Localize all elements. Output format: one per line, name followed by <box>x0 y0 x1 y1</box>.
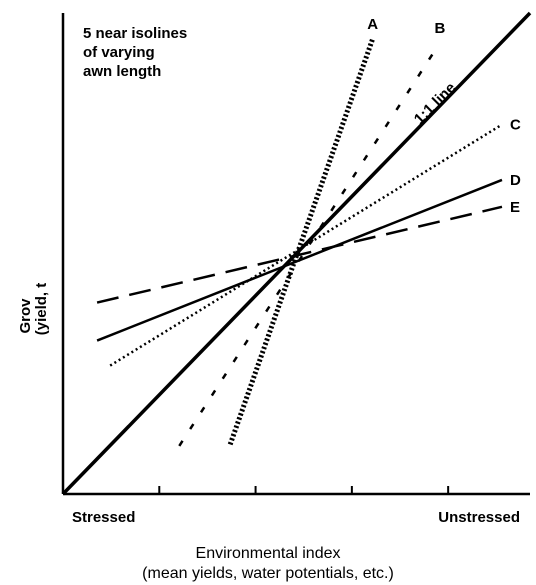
x-axis-title-line-2: (mean yields, water potentials, etc.) <box>142 565 394 582</box>
x-tick-label-unstressed: Unstressed <box>438 509 520 526</box>
reference-line-label: 1:1 line <box>411 79 460 128</box>
x-axis-title-line-1: Environmental index <box>196 545 341 562</box>
y-axis-title-line-2: (yield, t <box>33 283 50 336</box>
series-label-b: B <box>434 20 445 37</box>
series-line-c <box>109 123 503 367</box>
series-label-a: A <box>367 16 378 33</box>
y-axis-title-line-1: Grov <box>17 298 34 334</box>
annotation-line-2: of varying <box>83 44 155 61</box>
series-label-d: D <box>510 172 521 189</box>
x-tick-label-stressed: Stressed <box>72 509 135 526</box>
series-line-b <box>178 42 441 447</box>
series-line-e <box>96 205 503 304</box>
series-lines <box>61 11 532 496</box>
reference-line-1-1 <box>61 11 532 496</box>
series-labels: A B C DE <box>367 16 521 216</box>
annotation-line-3: awn length <box>83 63 161 80</box>
series-line-d <box>96 178 503 342</box>
series-line-a <box>227 38 375 446</box>
axes <box>61 13 530 496</box>
series-label-e: E <box>510 199 520 216</box>
series-label-c: C <box>510 117 521 134</box>
annotation-line-1: 5 near isolines <box>83 25 187 42</box>
